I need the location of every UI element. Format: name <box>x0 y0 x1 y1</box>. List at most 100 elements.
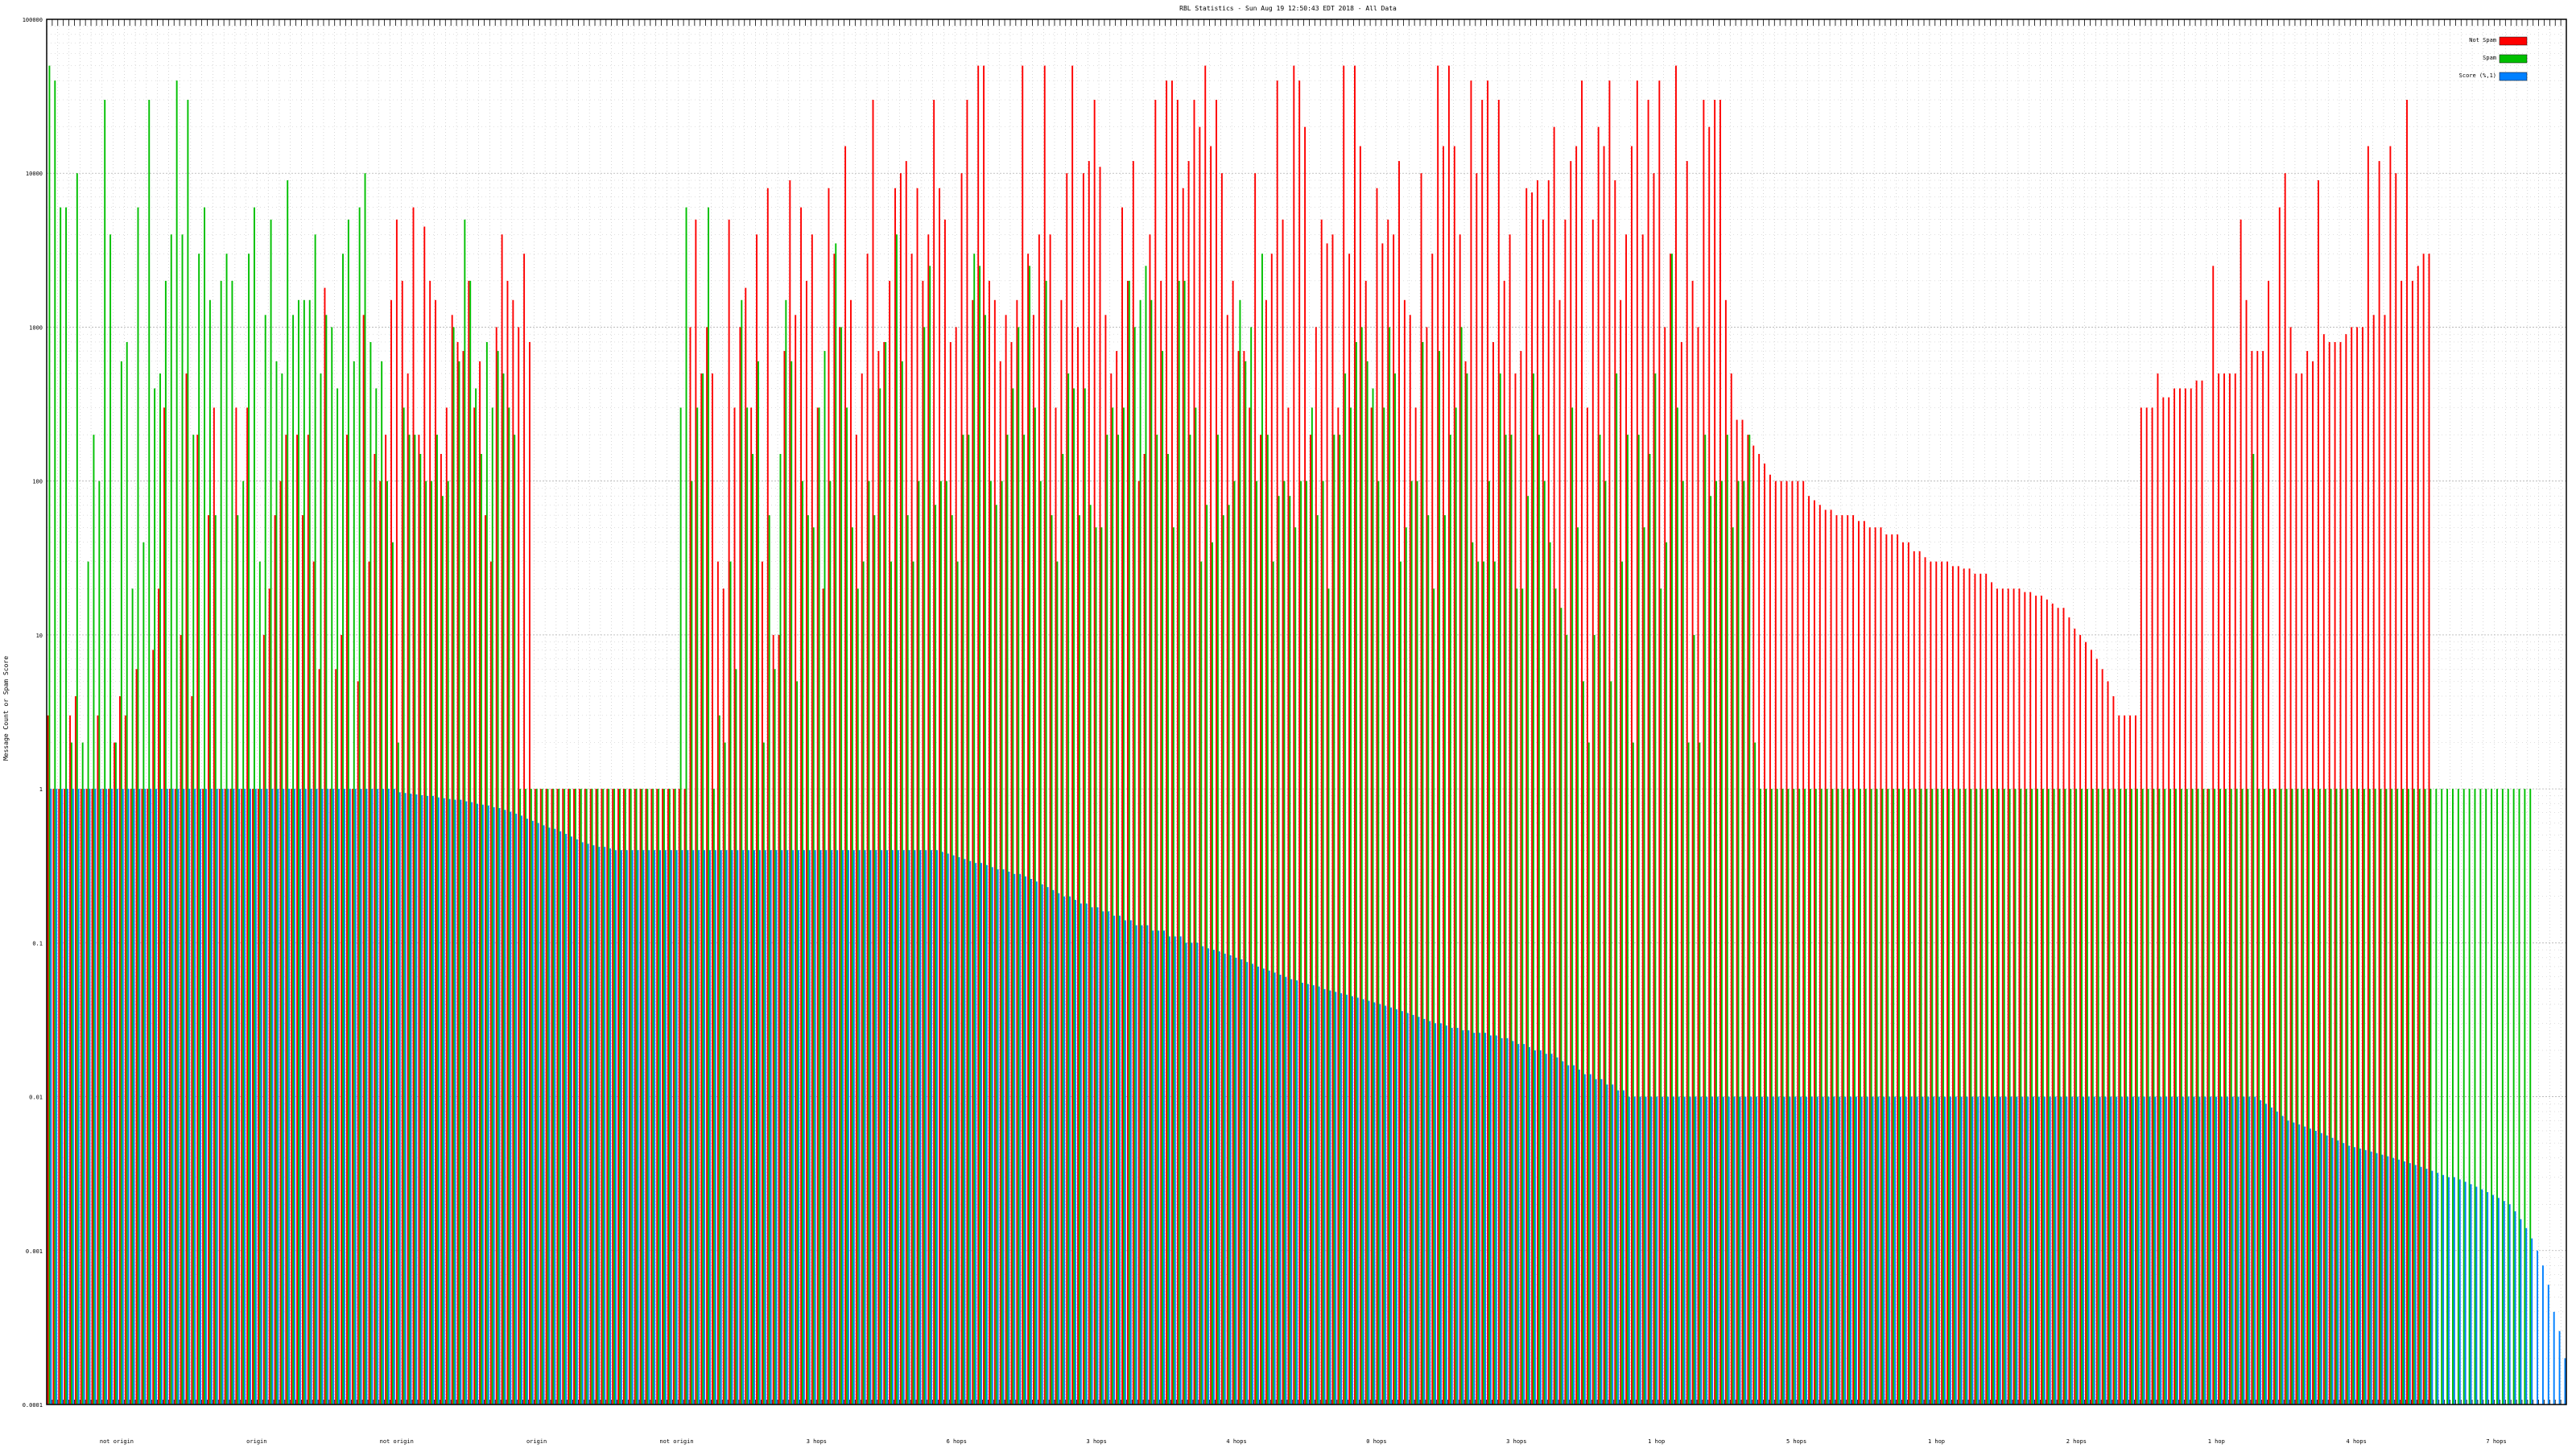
bar-not-spam <box>379 481 382 1405</box>
bar-score <box>72 789 74 1405</box>
bar-spam <box>1964 789 1967 1405</box>
bar-not-spam <box>2074 628 2076 1405</box>
bar-spam <box>791 361 793 1405</box>
bar-score <box>94 789 97 1405</box>
bar-score <box>443 798 445 1405</box>
bar-not-spam <box>2262 351 2264 1405</box>
bar-not-spam <box>196 435 199 1405</box>
bar-spam <box>469 280 472 1405</box>
bar-not-spam <box>2417 266 2419 1405</box>
bar-score <box>1489 1035 1492 1405</box>
bar-spam <box>148 99 151 1405</box>
bar-not-spam <box>1187 161 1190 1405</box>
bar-score <box>1113 915 1116 1405</box>
bar-spam <box>2302 789 2305 1405</box>
bar-spam <box>2358 789 2359 1405</box>
bar-not-spam <box>141 789 143 1405</box>
bar-not-spam <box>2384 315 2386 1405</box>
bar-not-spam <box>1210 146 1212 1405</box>
bar-not-spam <box>2268 280 2269 1405</box>
bar-not-spam <box>1625 234 1628 1405</box>
bar-not-spam <box>1276 80 1278 1405</box>
bar-spam <box>840 327 843 1405</box>
bar-spam <box>2374 789 2376 1405</box>
bar-spam <box>1577 527 1579 1405</box>
bar-not-spam <box>485 515 486 1405</box>
bar-spam <box>1039 481 1042 1405</box>
bar-score <box>858 850 861 1405</box>
bar-not-spam <box>2289 327 2292 1405</box>
bar-not-spam <box>1636 80 1638 1405</box>
bar-score <box>1401 1011 1403 1405</box>
bar-spam <box>208 299 211 1405</box>
bar-not-spam <box>1359 146 1361 1405</box>
bar-spam <box>1455 407 1457 1405</box>
bar-not-spam <box>456 341 459 1405</box>
bar-score <box>964 859 966 1405</box>
bar-score <box>748 850 750 1405</box>
bar-not-spam <box>114 742 116 1405</box>
bar-not-spam <box>1957 566 1959 1405</box>
bar-score <box>1296 980 1298 1405</box>
bar-spam <box>1643 527 1645 1405</box>
bar-spam <box>2186 789 2188 1405</box>
bar-spam <box>879 388 881 1405</box>
bar-score <box>1529 1046 1531 1405</box>
bar-score <box>742 850 745 1405</box>
bar-spam <box>1837 789 1839 1405</box>
bar-not-spam <box>2351 327 2353 1405</box>
bar-score <box>958 856 960 1405</box>
bar-score <box>1229 955 1232 1405</box>
bar-score <box>2016 1096 2018 1405</box>
bar-spam <box>1726 435 1728 1405</box>
bar-spam <box>1654 373 1657 1405</box>
bar-spam <box>1333 435 1335 1405</box>
bar-spam <box>597 789 599 1405</box>
bar-not-spam <box>2174 388 2176 1405</box>
bar-not-spam <box>2062 608 2065 1405</box>
bar-score <box>2287 1120 2289 1405</box>
bar-not-spam <box>2129 715 2132 1405</box>
bar-not-spam <box>1293 65 1295 1405</box>
bar-spam <box>2335 789 2338 1405</box>
bar-not-spam <box>1686 161 1688 1405</box>
bar-spam <box>1216 435 1219 1405</box>
bar-not-spam <box>1376 188 1378 1405</box>
bar-score <box>931 850 933 1405</box>
bar-not-spam <box>1249 407 1251 1405</box>
bar-spam <box>2341 789 2343 1405</box>
bar-not-spam <box>130 789 132 1405</box>
bar-not-spam <box>977 65 980 1405</box>
bar-score <box>991 867 993 1405</box>
bar-not-spam <box>939 188 940 1405</box>
bar-not-spam <box>1265 299 1267 1405</box>
bar-score <box>1351 996 1353 1405</box>
bar-not-spam <box>1010 341 1013 1405</box>
bar-spam <box>2291 789 2293 1405</box>
bar-not-spam <box>423 226 426 1405</box>
bar-not-spam <box>783 351 786 1405</box>
bar-not-spam <box>2251 351 2253 1405</box>
bar-score <box>310 789 312 1405</box>
bar-not-spam <box>1453 146 1455 1405</box>
bar-spam <box>1760 789 1762 1405</box>
bar-spam <box>70 742 72 1405</box>
bar-spam <box>696 407 699 1405</box>
bar-not-spam <box>1968 568 1971 1405</box>
bar-score <box>1900 1096 1901 1405</box>
bar-spam <box>541 789 543 1405</box>
bar-score <box>332 789 335 1405</box>
bar-score <box>2270 1108 2273 1405</box>
bar-not-spam <box>1758 453 1761 1405</box>
bar-spam <box>2037 789 2038 1405</box>
y-axis-label: Message Count or Spam Score <box>2 656 10 761</box>
bar-not-spam <box>1204 65 1207 1405</box>
bar-score <box>592 845 595 1405</box>
bar-score <box>609 848 612 1405</box>
bar-spam <box>441 496 444 1405</box>
bar-not-spam <box>279 481 282 1405</box>
bar-spam <box>1765 789 1767 1405</box>
bar-not-spam <box>584 789 586 1405</box>
bar-not-spam <box>1137 481 1140 1405</box>
bar-score <box>881 850 883 1405</box>
